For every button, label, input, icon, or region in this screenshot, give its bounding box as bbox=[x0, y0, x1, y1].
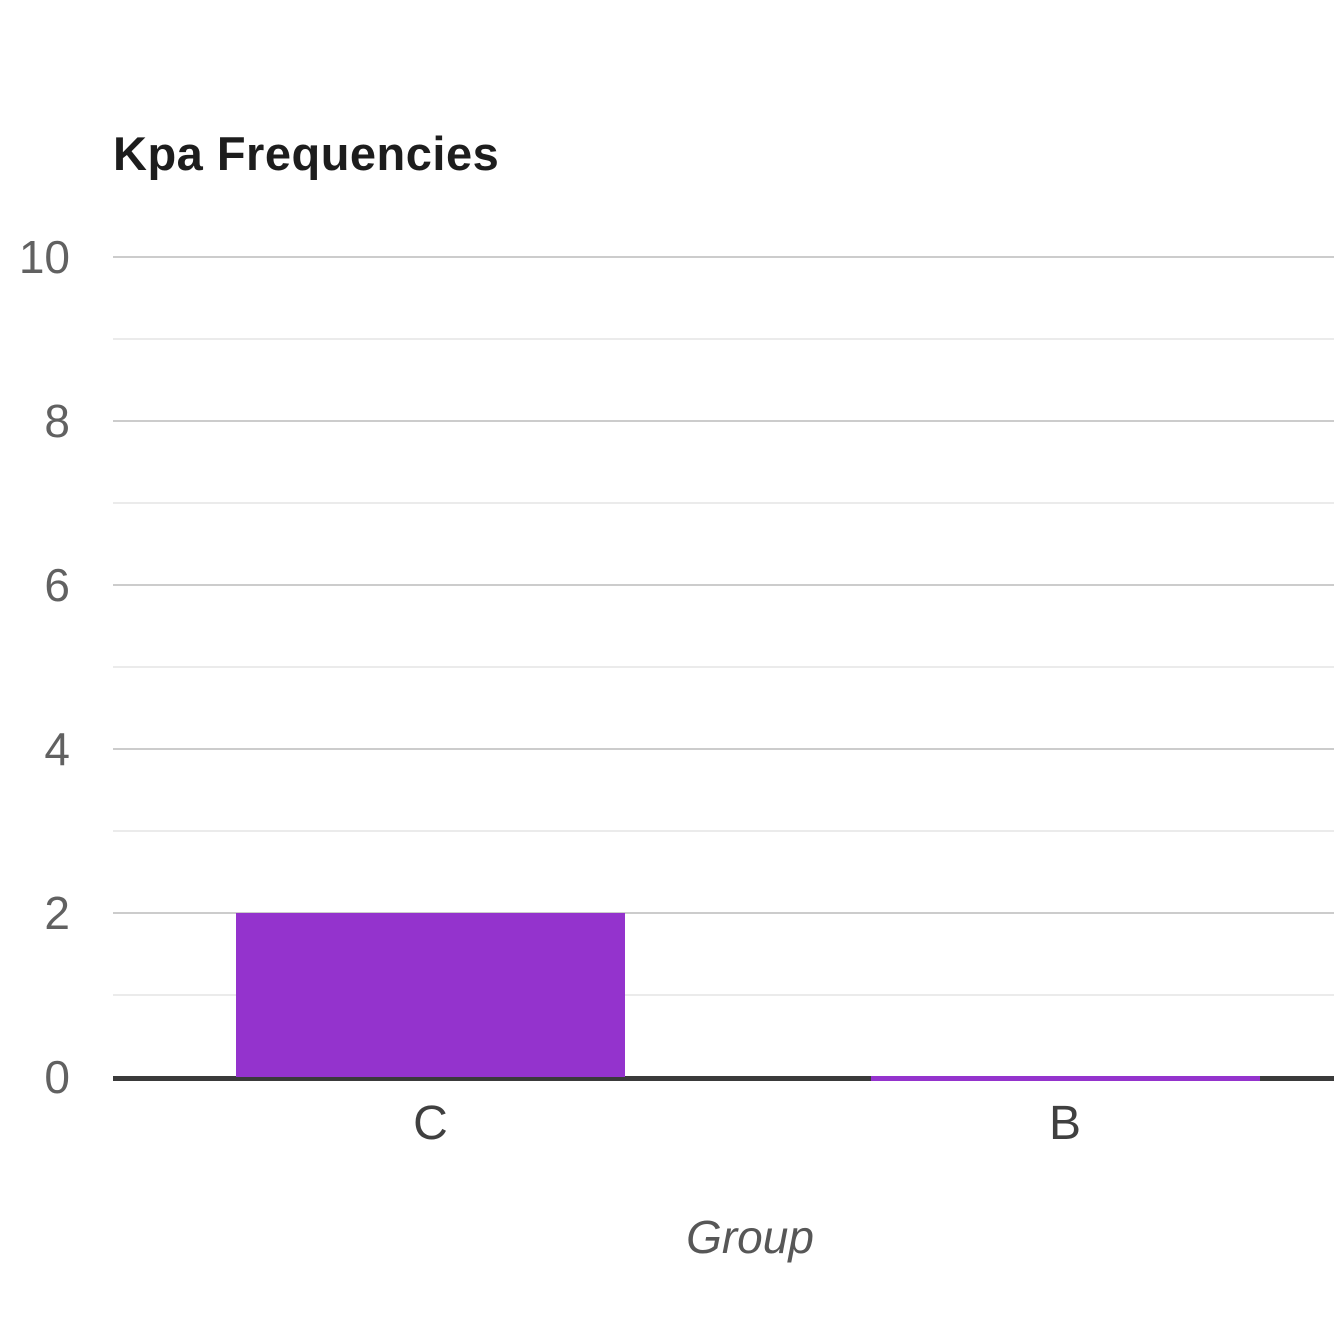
bar-c[interactable] bbox=[236, 913, 625, 1077]
y-axis-tick-label: 6 bbox=[44, 559, 70, 611]
x-axis-title: Group bbox=[686, 1211, 814, 1263]
major-gridline bbox=[113, 420, 1334, 422]
x-axis-category-label: C bbox=[413, 1097, 448, 1150]
x-axis-category-label: B bbox=[1048, 1097, 1082, 1150]
y-axis-tick-label: 8 bbox=[44, 395, 70, 447]
y-axis-tick-label: 0 bbox=[44, 1051, 70, 1103]
x-axis-line bbox=[113, 1076, 1334, 1081]
minor-gridline bbox=[113, 502, 1334, 504]
major-gridline bbox=[113, 748, 1334, 750]
y-axis-tick-label: 10 bbox=[18, 231, 70, 283]
major-gridline bbox=[113, 584, 1334, 586]
y-axis-tick-label: 4 bbox=[44, 723, 70, 775]
bar-b[interactable] bbox=[870, 1076, 1260, 1081]
chart-title: Kpa Frequencies bbox=[113, 127, 500, 180]
minor-gridline bbox=[113, 338, 1334, 340]
major-gridline bbox=[113, 912, 1334, 914]
minor-gridline bbox=[113, 994, 1334, 996]
major-gridline bbox=[113, 256, 1334, 258]
minor-gridline bbox=[113, 666, 1334, 668]
minor-gridline bbox=[113, 830, 1334, 832]
y-axis-tick-label: 2 bbox=[44, 887, 70, 939]
